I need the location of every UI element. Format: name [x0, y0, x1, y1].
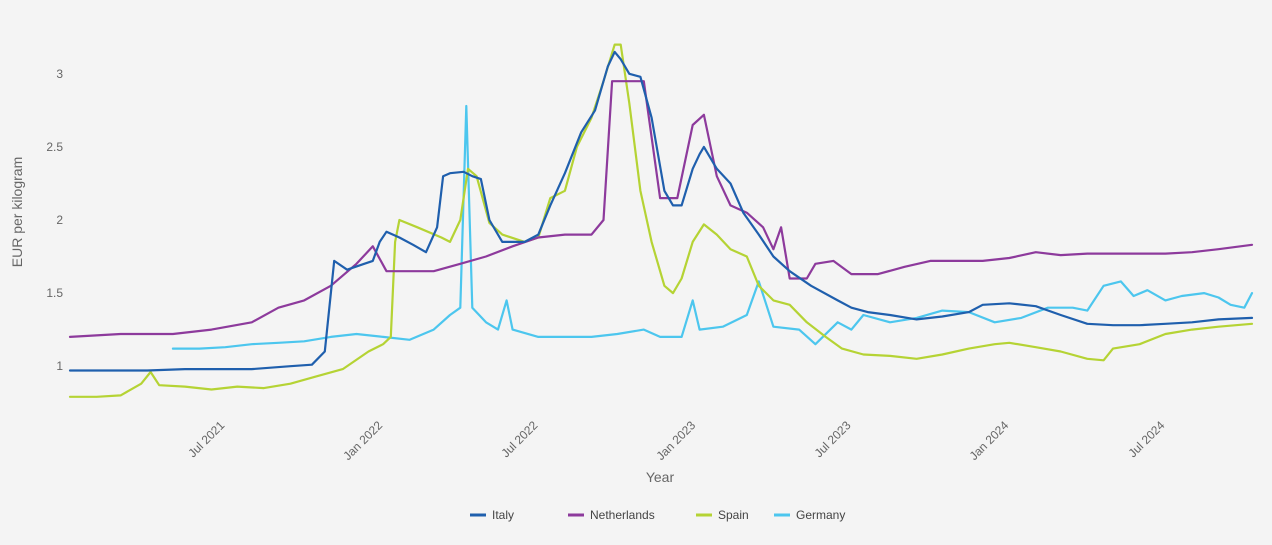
legend-label: Spain — [718, 508, 749, 522]
y-tick-label: 1 — [56, 359, 63, 373]
x-axis-title: Year — [646, 469, 675, 485]
y-tick-label: 2.5 — [46, 140, 63, 154]
legend-label: Netherlands — [590, 508, 655, 522]
legend-item-germany[interactable]: Germany — [774, 508, 845, 522]
legend: Italy Netherlands Spain Germany — [470, 508, 845, 522]
y-tick-label: 2 — [56, 213, 63, 227]
legend-item-netherlands[interactable]: Netherlands — [568, 508, 655, 522]
y-tick-label: 3 — [56, 67, 63, 81]
y-axis-ticks: 1 1.5 2 2.5 3 — [46, 67, 63, 373]
legend-item-italy[interactable]: Italy — [470, 508, 514, 522]
legend-label: Germany — [796, 508, 845, 522]
chart-background — [6, 4, 1268, 536]
series-line-germany — [171, 104, 1254, 350]
series-line-netherlands — [68, 80, 1254, 338]
y-axis-title: EUR per kilogram — [9, 157, 25, 267]
legend-label: Italy — [492, 508, 514, 522]
legend-item-spain[interactable]: Spain — [696, 508, 749, 522]
series-layer — [68, 43, 1254, 398]
y-tick-label: 1.5 — [46, 286, 63, 300]
series-line-italy — [68, 50, 1254, 372]
series-line-spain — [68, 43, 1254, 398]
